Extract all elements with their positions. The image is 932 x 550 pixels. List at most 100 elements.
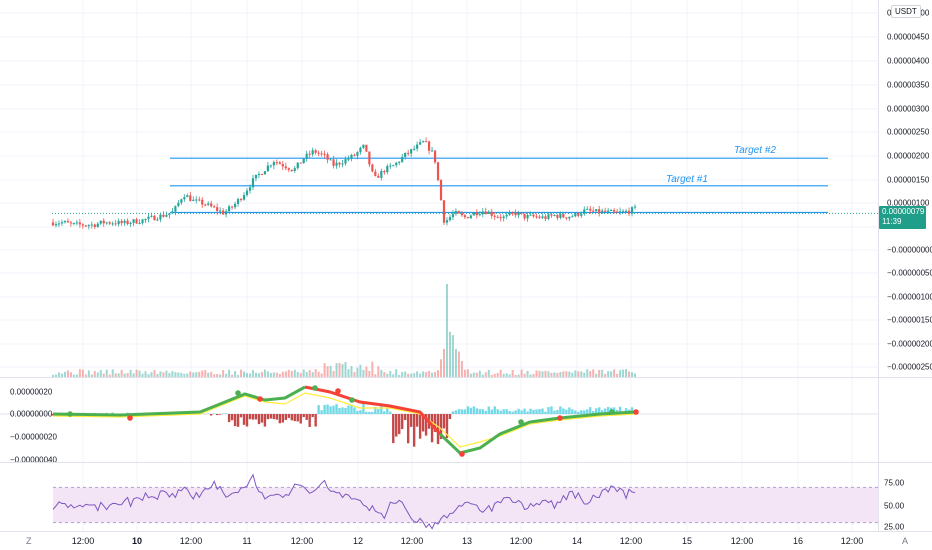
- macd-histogram-bar: [586, 409, 589, 414]
- price-axis[interactable]: 0.00000500 0.00000450 0.00000400 0.00000…: [878, 0, 932, 377]
- candle-body: [165, 215, 168, 217]
- volume-bar: [183, 373, 186, 377]
- candle-body: [565, 217, 568, 219]
- volume-bar: [69, 372, 72, 377]
- volume-bar: [478, 370, 481, 377]
- rsi-tick: 75.00: [884, 478, 905, 488]
- volume-bar: [571, 372, 574, 377]
- rsi-axis[interactable]: [878, 463, 932, 531]
- candle-body: [481, 211, 484, 215]
- candle-body: [410, 149, 413, 154]
- macd-histogram-bar: [511, 411, 514, 414]
- volume-bar: [332, 370, 335, 377]
- volume-bar: [287, 369, 290, 377]
- macd-histogram-bar: [433, 414, 437, 432]
- candle-body: [439, 180, 443, 201]
- volume-bar: [102, 373, 105, 377]
- time-label: 12:00: [619, 536, 643, 546]
- candle-body: [81, 224, 84, 226]
- volume-bar: [398, 374, 401, 377]
- candle-body: [168, 213, 171, 216]
- candle-body: [213, 206, 216, 208]
- macd-histogram-bar: [272, 414, 276, 420]
- rsi-pane[interactable]: 75.00 50.00 25.00: [0, 463, 932, 532]
- volume-bar: [326, 366, 329, 377]
- candle-body: [559, 213, 562, 218]
- price-plot[interactable]: Target #2 Target #1: [0, 0, 878, 377]
- candle-body: [99, 220, 102, 224]
- candle-body: [362, 144, 365, 148]
- candle-body: [177, 202, 180, 207]
- macd-histogram-bar: [215, 414, 219, 416]
- candle-body: [419, 142, 422, 145]
- volume-bar: [198, 371, 201, 377]
- macd-histogram-bar: [329, 406, 332, 414]
- volume-bar: [210, 371, 213, 377]
- macd-histogram-bar: [260, 414, 264, 423]
- candle-body: [589, 208, 592, 211]
- macd-cross-marker: [459, 451, 465, 457]
- candle-body: [466, 217, 469, 219]
- time-axis[interactable]: Z 12:00 10 12:00 11 12:00 12 12:00 13 12…: [0, 531, 932, 550]
- macd-chart[interactable]: [0, 378, 878, 462]
- price-chart[interactable]: [0, 0, 878, 377]
- volume-bar: [595, 373, 598, 377]
- candle-body: [514, 212, 517, 216]
- pane-separator[interactable]: [0, 377, 932, 378]
- macd-cross-marker: [235, 390, 241, 396]
- candle-body: [326, 154, 329, 160]
- macd-axis[interactable]: [878, 378, 932, 462]
- rsi-plot[interactable]: [0, 463, 878, 531]
- volume-bar: [57, 372, 60, 377]
- pane-separator[interactable]: [0, 462, 932, 463]
- candle-body: [296, 162, 299, 169]
- candle-body: [96, 223, 99, 227]
- macd-histogram-bar: [362, 404, 365, 414]
- volume-bar: [192, 372, 195, 377]
- candle-body: [317, 152, 320, 154]
- macd-histogram-bar: [347, 405, 350, 414]
- price-tick: 0.00000400: [887, 56, 930, 66]
- volume-bar: [254, 372, 257, 377]
- candle-body: [132, 219, 135, 223]
- zoom-button[interactable]: Z: [26, 536, 32, 546]
- volume-bar: [159, 371, 162, 377]
- volume-bar: [347, 369, 350, 377]
- volume-bar: [541, 371, 544, 377]
- candle-body: [186, 195, 189, 198]
- macd-histogram-bar: [389, 411, 392, 414]
- candle-body: [577, 213, 580, 216]
- macd-histogram-bar: [383, 411, 386, 414]
- auto-scale-button[interactable]: A: [902, 536, 909, 546]
- time-label: 12:00: [71, 536, 95, 546]
- rsi-chart[interactable]: [0, 463, 878, 531]
- volume-bar: [52, 374, 54, 377]
- candle-body: [630, 207, 634, 214]
- macd-histogram-bar: [424, 414, 428, 436]
- time-label: 12:00: [730, 536, 754, 546]
- currency-unit-button[interactable]: USDT: [891, 5, 921, 18]
- candle-body: [323, 153, 326, 155]
- macd-histogram-bar: [466, 406, 470, 414]
- candle-body: [401, 156, 404, 162]
- candle-body: [120, 220, 123, 224]
- macd-plot[interactable]: 0.00000020 0.00000000 −0.00000020 −0.000…: [0, 378, 878, 465]
- price-pane[interactable]: Target #2 Target #1 0.00000500 0.0000045…: [0, 0, 932, 377]
- macd-pane[interactable]: 0.00000020 0.00000000 −0.00000020 −0.000…: [0, 378, 932, 465]
- volume-bar: [565, 371, 568, 377]
- candle-body: [114, 223, 117, 225]
- candle-body: [422, 141, 425, 143]
- macd-cross-marker: [609, 409, 615, 415]
- last-price-tag: 0.00000079 11:39: [879, 206, 926, 229]
- candle-body: [54, 224, 58, 226]
- volume-bar: [296, 372, 299, 377]
- volume-bar: [487, 369, 490, 377]
- volume-bar: [523, 373, 526, 377]
- macd-histogram-bar: [618, 406, 622, 414]
- volume-bar: [451, 335, 454, 377]
- macd-histogram-bar: [603, 408, 607, 414]
- candle-body: [475, 212, 478, 216]
- rsi-tick: 50.00: [884, 501, 905, 511]
- candle-body: [463, 215, 466, 218]
- volume-bar: [54, 374, 57, 377]
